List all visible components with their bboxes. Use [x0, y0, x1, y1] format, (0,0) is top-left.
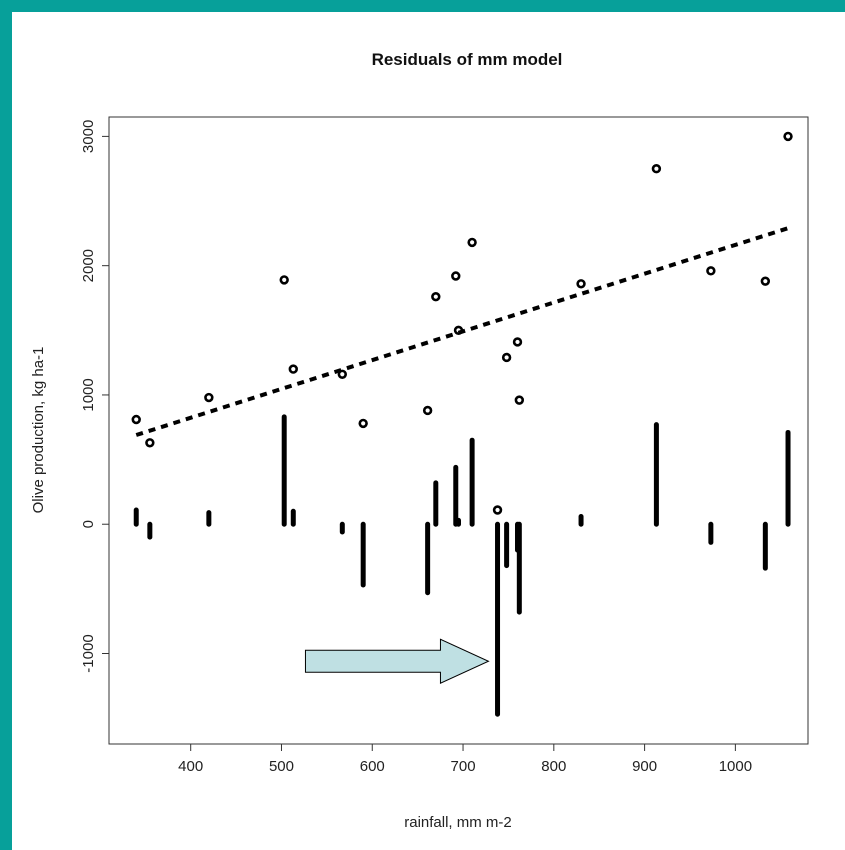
chart-title: Residuals of mm model	[372, 50, 563, 69]
plot-panel: Residuals of mm model 400 500 600 700 800 900…	[12, 12, 845, 850]
y-axis: -1000 0 1000 2000 3000	[80, 120, 109, 673]
y-tick-label: 0	[80, 520, 97, 528]
data-point	[451, 271, 461, 281]
y-tick-label: 2000	[80, 249, 97, 282]
x-tick-label: 600	[360, 758, 385, 775]
data-point	[706, 266, 716, 276]
data-point	[760, 276, 771, 286]
y-tick-label: 3000	[80, 120, 97, 153]
annotation-arrow-group	[304, 638, 490, 685]
data-point	[288, 364, 298, 374]
data-point	[131, 414, 141, 425]
data-point	[204, 392, 214, 403]
x-tick-label: 700	[451, 758, 476, 775]
x-tick-label: 500	[269, 758, 294, 775]
y-tick-label: 1000	[80, 378, 97, 411]
residual-bars	[133, 414, 791, 717]
data-point	[783, 131, 793, 142]
data-point	[492, 505, 503, 515]
data-point	[431, 291, 441, 302]
x-tick-label: 800	[541, 758, 566, 775]
data-point	[279, 275, 289, 285]
x-axis-title: rainfall, mm m-2	[404, 814, 512, 831]
plot-box	[108, 116, 809, 745]
data-points	[131, 131, 793, 515]
y-tick-label: -1000	[80, 634, 97, 672]
annotation-arrow	[304, 638, 490, 685]
data-point	[651, 164, 662, 174]
data-point	[501, 352, 512, 363]
x-tick-label: 400	[178, 758, 203, 775]
x-tick-label: 1000	[719, 758, 752, 775]
data-point	[576, 279, 586, 289]
data-point	[337, 369, 348, 379]
data-point	[514, 395, 525, 405]
data-point	[358, 418, 368, 429]
x-tick-label: 900	[632, 758, 657, 775]
data-point	[422, 405, 433, 416]
data-point	[145, 438, 155, 448]
data-point	[453, 325, 464, 336]
x-axis: 400 500 600 700 800 900 1000	[178, 744, 752, 775]
y-axis-title: Olive production, kg ha-1	[30, 347, 47, 514]
data-point	[467, 237, 477, 248]
residuals-chart: Residuals of mm model 400 500 600 700 800 900…	[30, 50, 809, 831]
data-point	[512, 337, 523, 347]
